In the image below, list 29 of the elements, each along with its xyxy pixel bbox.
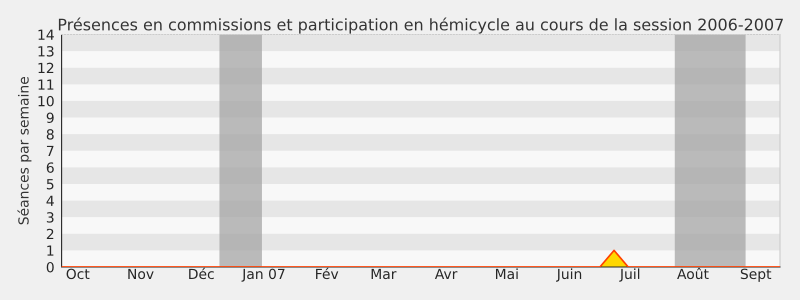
x-tick-label: Avr bbox=[434, 268, 458, 279]
y-tick-label: 9 bbox=[46, 112, 54, 124]
y-tick-label: 0 bbox=[46, 262, 54, 272]
x-tick-label: Jan 07 bbox=[242, 268, 285, 282]
x-tick-label: Juin bbox=[556, 268, 582, 282]
x-tick-label: Nov bbox=[128, 268, 154, 280]
y-tick-label: 7 bbox=[46, 146, 54, 156]
y-tick-label: 1 bbox=[47, 246, 54, 256]
x-tick-label: Fév bbox=[316, 268, 338, 280]
y-tick-label: 11 bbox=[38, 79, 54, 90]
y-tick-label: 5 bbox=[46, 179, 54, 190]
y-axis-title: Séances par semaine bbox=[17, 76, 32, 224]
y-tick-label: 12 bbox=[38, 62, 54, 73]
x-tick-label: Sept bbox=[740, 268, 772, 282]
y-tick-label: 14 bbox=[38, 30, 54, 40]
x-tick-label: Août bbox=[677, 268, 709, 280]
x-tick-label: Mai bbox=[496, 268, 518, 280]
y-tick-label: 3 bbox=[46, 212, 54, 223]
y-tick-label: 10 bbox=[38, 96, 54, 106]
y-tick-label: 8 bbox=[46, 129, 54, 140]
y-tick-label: 13 bbox=[38, 46, 54, 57]
y-tick-label: 4 bbox=[46, 196, 54, 206]
chart-title: Présences en commissions et participation en hémicycle au cours de la session 2006-2007 bbox=[58, 18, 783, 34]
x-tick-label: Déc bbox=[189, 268, 214, 280]
x-tick-label: Oct bbox=[66, 268, 90, 280]
y-tick-label: 6 bbox=[46, 162, 54, 173]
x-tick-label: Juil bbox=[619, 268, 640, 282]
y-tick-label: 2 bbox=[46, 228, 54, 240]
x-tick-label: Mar bbox=[372, 268, 396, 280]
